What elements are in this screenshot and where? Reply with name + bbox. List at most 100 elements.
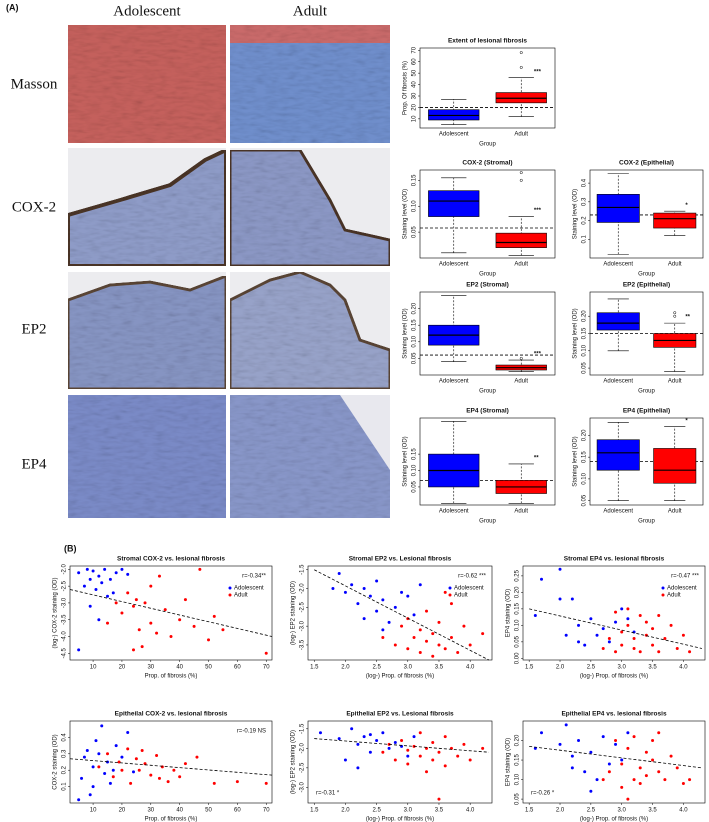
y-tick-label: -2.5: [62, 580, 68, 591]
point: [131, 604, 135, 608]
point: [381, 598, 385, 602]
point: [183, 598, 187, 602]
significance: ***: [534, 208, 542, 214]
legend-marker: [661, 593, 665, 597]
point: [343, 590, 347, 594]
x-tick-label: 4.0: [466, 808, 475, 814]
point: [111, 591, 115, 595]
point: [564, 723, 568, 727]
point: [481, 746, 485, 750]
fit-line: [69, 589, 273, 637]
significance: *: [685, 418, 688, 424]
x-axis-label: Group: [638, 272, 655, 278]
point: [425, 609, 429, 613]
point: [626, 797, 630, 801]
x-tick-label: 2.0: [341, 665, 350, 671]
chart-title: EP4 (Epithelial): [623, 408, 670, 415]
outlier: [673, 311, 677, 315]
point: [393, 740, 397, 744]
point: [192, 624, 196, 628]
y-tick-label: 0.15: [412, 448, 418, 460]
micrograph: [230, 25, 390, 43]
x-tick-label: 1.5: [525, 665, 534, 671]
point: [381, 750, 385, 754]
point: [675, 766, 679, 770]
point: [638, 613, 642, 617]
legend-marker: [661, 586, 665, 590]
point: [406, 594, 410, 598]
y-axis-label: Staining level (OD): [403, 308, 409, 358]
x-tick-label: 4.0: [679, 665, 688, 671]
y-tick-label: 0.20: [582, 310, 588, 322]
point: [149, 621, 153, 625]
point: [437, 750, 441, 754]
legend-marker: [228, 593, 232, 597]
point: [198, 567, 202, 571]
micrograph: [228, 270, 392, 391]
point: [558, 567, 562, 571]
point: [137, 768, 141, 772]
point: [601, 646, 605, 650]
y-axis-label: (log-) COX-2 staining (OD): [53, 577, 59, 648]
point: [362, 617, 366, 621]
correlation: r=-0.62 ***: [458, 574, 487, 580]
y-tick-label: 0.15: [515, 602, 521, 614]
box: [596, 312, 640, 331]
plot-frame: [69, 720, 273, 804]
box: [596, 194, 640, 223]
point: [663, 778, 667, 782]
point: [620, 643, 624, 647]
point: [337, 737, 341, 741]
point: [443, 647, 447, 651]
point: [356, 766, 360, 770]
panel-label: (A): [6, 2, 19, 12]
y-tick-label: 0.4: [582, 178, 588, 187]
point: [108, 577, 112, 581]
y-tick-label: -4.5: [62, 647, 68, 658]
point: [418, 583, 422, 587]
plot-frame: [522, 565, 706, 661]
point: [614, 739, 618, 743]
point: [318, 731, 322, 735]
x-tick-label: 2.5: [587, 665, 596, 671]
legend-marker: [448, 586, 452, 590]
point: [651, 627, 655, 631]
legend-label: Adolescent: [667, 586, 697, 592]
point: [644, 750, 648, 754]
point: [657, 650, 661, 654]
point: [264, 781, 268, 785]
y-tick-label: 0.4: [62, 733, 68, 742]
box: [596, 439, 640, 471]
legend-marker: [228, 586, 232, 590]
y-tick-label: 50: [412, 69, 418, 76]
point: [456, 650, 460, 654]
box: [495, 232, 547, 248]
x-tick-label: 3.5: [435, 808, 444, 814]
point: [362, 587, 366, 591]
point: [126, 591, 130, 595]
category-label: Adolescent: [603, 509, 633, 515]
y-tick-label: 0.1: [582, 234, 588, 243]
row-label: EP4: [21, 456, 47, 472]
y-tick-label: 0.20: [412, 302, 418, 314]
point: [91, 785, 95, 789]
point: [221, 628, 225, 632]
y-axis-label: Prop. Of fibrosis (%): [403, 61, 409, 115]
x-tick-label: 2.5: [372, 665, 381, 671]
legend-label: Adult: [667, 593, 681, 599]
point: [393, 643, 397, 647]
legend-label: Adolescent: [454, 586, 484, 592]
point: [443, 764, 447, 768]
y-axis-label: EP4 staining (OD): [506, 589, 512, 637]
point: [103, 567, 107, 571]
point: [400, 624, 404, 628]
y-axis-label: (log-) EP2 staining (OD): [291, 730, 297, 794]
point: [632, 778, 636, 782]
x-axis-label: Group: [479, 389, 496, 395]
point: [577, 640, 581, 644]
point: [589, 750, 593, 754]
point: [343, 758, 347, 762]
point: [77, 798, 81, 802]
category-label: Adult: [668, 509, 682, 515]
point: [178, 775, 182, 779]
